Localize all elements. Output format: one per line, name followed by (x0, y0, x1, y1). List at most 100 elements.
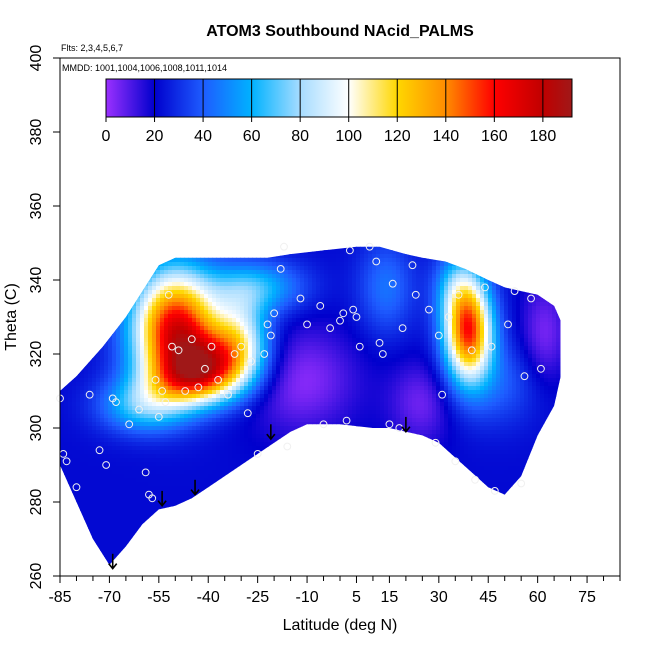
heatmap-cell (68, 294, 73, 299)
heatmap-cell (76, 362, 81, 367)
heatmap-cell (188, 246, 193, 251)
heatmap-cell (188, 474, 193, 479)
heatmap-cell (88, 526, 93, 531)
heatmap-cell (128, 510, 133, 515)
heatmap-cell (184, 310, 189, 315)
heatmap-cell (124, 274, 129, 279)
heatmap-cell (104, 290, 109, 295)
heatmap-cell (132, 326, 137, 331)
heatmap-cell (280, 294, 285, 299)
heatmap-cell (88, 350, 93, 355)
heatmap-cell (152, 502, 157, 507)
heatmap-cell (100, 326, 105, 331)
heatmap-cell (252, 426, 257, 431)
heatmap-cell (220, 282, 225, 287)
heatmap-cell (72, 522, 77, 527)
heatmap-cell (284, 262, 289, 267)
heatmap-cell (80, 378, 85, 383)
heatmap-cell (224, 358, 229, 363)
heatmap-cell (196, 478, 201, 483)
heatmap-cell (64, 306, 69, 311)
heatmap-cell (64, 346, 69, 351)
heatmap-cell (124, 502, 129, 507)
heatmap-cell (264, 458, 269, 463)
heatmap-cell (216, 494, 221, 499)
heatmap-cell (76, 514, 81, 519)
heatmap-cell (240, 354, 245, 359)
heatmap-cell (168, 478, 173, 483)
heatmap-cell (120, 282, 125, 287)
heatmap-cell (112, 358, 117, 363)
heatmap-cell (188, 558, 193, 563)
heatmap-cell (252, 250, 257, 255)
heatmap-cell (272, 330, 277, 335)
heatmap-cell (192, 374, 197, 379)
heatmap-cell (172, 266, 177, 271)
heatmap-cell (172, 502, 177, 507)
heatmap-cell (152, 338, 157, 343)
heatmap-cell (168, 422, 173, 427)
heatmap-cell (200, 434, 205, 439)
heatmap-cell (112, 386, 117, 391)
heatmap-cell (244, 378, 249, 383)
heatmap-cell (284, 398, 289, 403)
heatmap-cell (208, 366, 213, 371)
heatmap-cell (60, 530, 65, 535)
heatmap-cell (220, 562, 225, 565)
heatmap-cell (212, 506, 217, 511)
heatmap-cell (116, 470, 121, 475)
heatmap-cell (240, 338, 245, 343)
heatmap-cell (76, 434, 81, 439)
heatmap-cell (60, 230, 65, 235)
heatmap-cell (164, 418, 169, 423)
heatmap-cell (64, 550, 69, 555)
heatmap-cell (276, 362, 281, 367)
heatmap-cell (268, 394, 273, 399)
heatmap-cell (188, 566, 193, 571)
heatmap-cell (104, 526, 109, 531)
heatmap-cell (204, 322, 209, 327)
heatmap-cell (88, 510, 93, 515)
heatmap-cell (76, 470, 81, 475)
heatmap-cell (160, 554, 165, 559)
heatmap-cell (264, 558, 269, 563)
heatmap-cell (92, 530, 97, 535)
heatmap-cell (72, 498, 77, 503)
heatmap-cell (128, 318, 133, 323)
heatmap-cell (136, 258, 141, 263)
heatmap-cell (100, 242, 105, 247)
heatmap-cell (80, 258, 85, 263)
heatmap-cell (132, 554, 137, 559)
heatmap-cell (264, 550, 269, 555)
heatmap-cell (96, 238, 101, 243)
heatmap-cell (92, 418, 97, 423)
heatmap-cell (72, 258, 77, 263)
heatmap-cell (208, 338, 213, 343)
heatmap-cell (168, 442, 173, 447)
heatmap-cell (64, 358, 69, 363)
heatmap-cell (184, 246, 189, 251)
heatmap-cell (176, 282, 181, 287)
heatmap-cell (284, 310, 289, 315)
heatmap-cell (148, 302, 153, 307)
heatmap-cell (128, 394, 133, 399)
heatmap-cell (264, 478, 269, 483)
heatmap-cell (108, 386, 113, 391)
heatmap-cell (236, 398, 241, 403)
heatmap-cell (180, 254, 185, 259)
heatmap-cell (272, 454, 277, 459)
heatmap-cell (68, 534, 73, 539)
heatmap-cell (196, 394, 201, 399)
heatmap-cell (240, 446, 245, 451)
heatmap-cell (116, 262, 121, 267)
heatmap-cell (280, 290, 285, 295)
heatmap-cell (268, 250, 273, 255)
heatmap-cell (68, 338, 73, 343)
heatmap-cell (288, 298, 293, 303)
heatmap-cell (196, 498, 201, 503)
heatmap-cell (228, 418, 233, 423)
heatmap-cell (228, 430, 233, 435)
heatmap-cell (236, 502, 241, 507)
heatmap-cell (244, 310, 249, 315)
heatmap-cell (140, 266, 145, 271)
